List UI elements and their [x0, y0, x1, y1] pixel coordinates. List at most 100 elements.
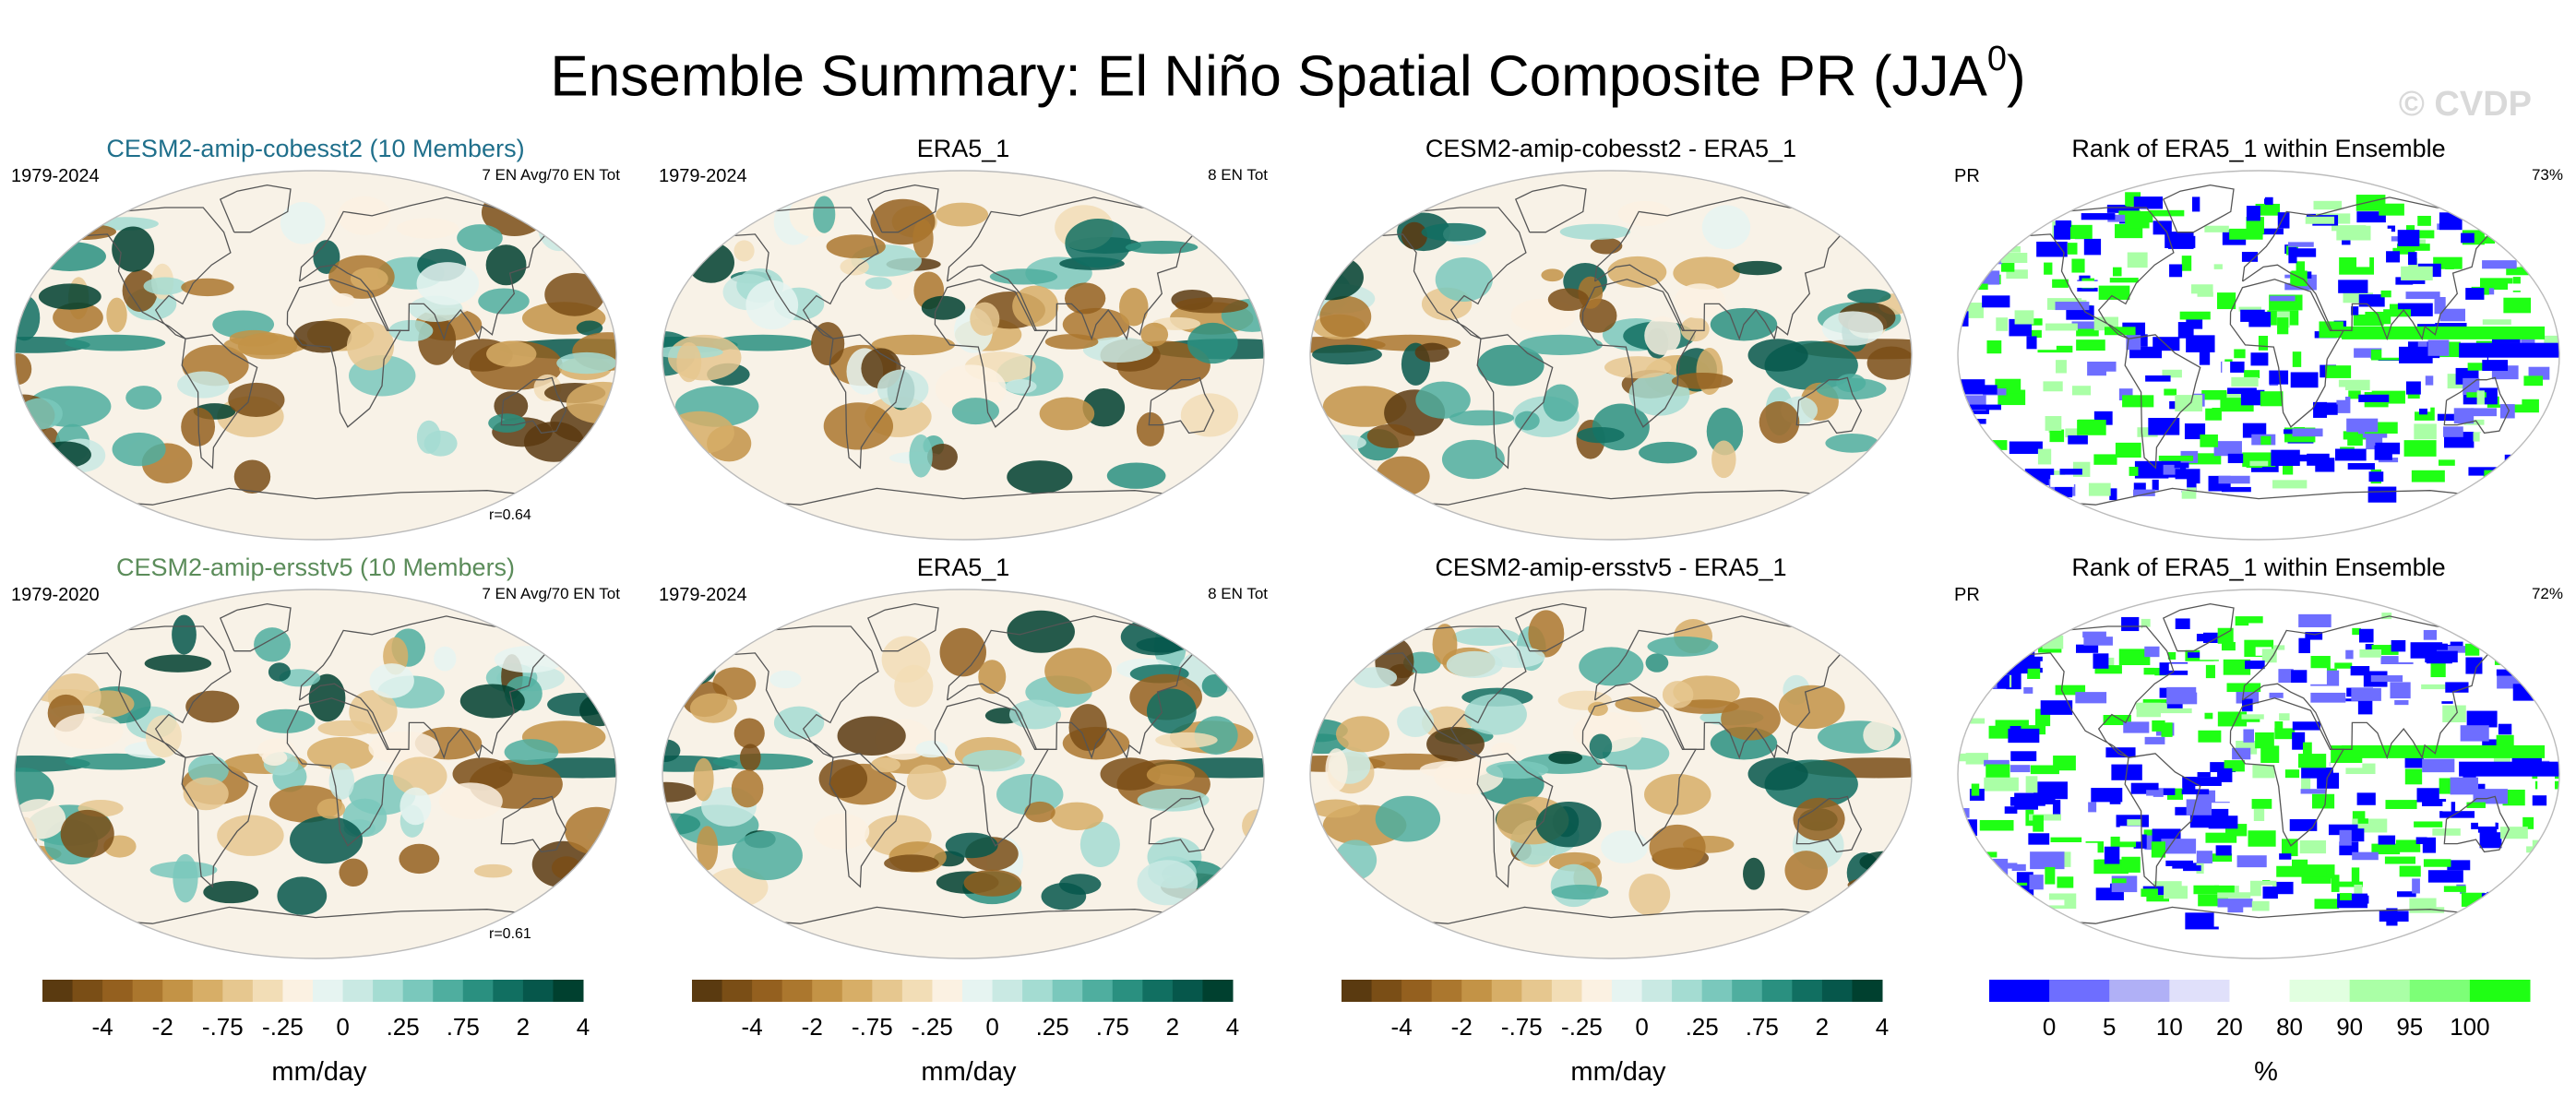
colorbar-rank-percent: 0 5 10 20 80 90 95 100 % — [1989, 978, 2543, 1107]
rank-cell — [2453, 408, 2475, 424]
colorbar-swatch — [342, 980, 374, 1002]
field-blob — [1137, 788, 1210, 812]
rank-cell — [2310, 656, 2331, 671]
rank-cell — [2229, 228, 2263, 240]
colorbar-tick-label: 0 — [1635, 1013, 1648, 1041]
rank-cell — [2050, 837, 2082, 842]
rank-cell — [2368, 471, 2384, 482]
rank-cell — [2432, 828, 2461, 836]
colorbar-tick-label: .25 — [387, 1013, 420, 1041]
colorbar-tick-label: .75 — [447, 1013, 480, 1041]
rank-cell — [2290, 372, 2319, 388]
rank-cell — [2284, 429, 2300, 434]
rank-cell — [2347, 434, 2363, 446]
rank-cell — [2025, 776, 2038, 793]
figure-title-main: Ensemble Summary: El Niño Spatial Compos… — [550, 44, 1987, 109]
rank-cell — [2338, 379, 2370, 390]
rank-cell — [2144, 736, 2165, 744]
rank-cell — [2484, 236, 2496, 244]
map-field — [15, 171, 616, 540]
rank-cell — [2055, 684, 2086, 696]
field-blob — [963, 869, 1022, 897]
rank-cell — [2345, 649, 2354, 660]
field-blob — [1375, 795, 1441, 842]
field-blob — [1793, 797, 1845, 841]
field-blob — [1041, 882, 1087, 911]
rank-cell — [2091, 788, 2123, 803]
rank-cell — [2370, 675, 2403, 683]
field-blob — [478, 288, 530, 315]
rank-cell — [2245, 661, 2265, 670]
coastline-antarctica-edge — [712, 487, 1214, 506]
field-blob — [1155, 732, 1218, 748]
coastline-eurasia — [2241, 196, 2517, 341]
colorbar-swatch — [1112, 980, 1143, 1002]
rank-cell — [2272, 645, 2285, 650]
rank-cell — [2289, 454, 2317, 462]
rank-cell — [2240, 309, 2265, 322]
field-blob — [1847, 876, 1908, 894]
rank-cell — [2537, 775, 2555, 793]
coastline-north-america — [1369, 625, 1527, 758]
rank-cell — [2216, 292, 2236, 310]
rank-cell — [2450, 777, 2479, 795]
rank-cell — [2142, 626, 2165, 635]
field-blob — [939, 627, 986, 677]
rank-cell — [2505, 226, 2522, 232]
rank-cell — [2482, 319, 2511, 325]
colorbar-swatch — [1052, 980, 1083, 1002]
panel-title: CESM2-amip-cobesst2 - ERA5_1 — [1425, 135, 1797, 162]
panel-ersstv5-ensemble: CESM2-amip-ersstv5 (10 Members) 1979-202… — [11, 554, 620, 959]
colorbar-tick-label: 0 — [985, 1013, 998, 1041]
map-border — [1957, 589, 2560, 959]
rank-cell — [1997, 630, 2012, 636]
field-blob — [1617, 200, 1672, 227]
rank-cell — [2186, 799, 2212, 815]
colorbar-mm-day-2: -4 -2 -.75 -.25 0 .25 .75 2 4 mm/day — [692, 978, 1246, 1107]
field-blob — [1589, 733, 1613, 759]
field-blob — [1007, 610, 1075, 653]
rank-cell — [2305, 632, 2323, 640]
field-blob — [261, 749, 288, 767]
field-blob — [308, 673, 346, 722]
rank-cell — [2110, 836, 2137, 848]
rank-cell — [2381, 345, 2403, 358]
colorbar-swatch — [2109, 980, 2170, 1002]
field-blob — [566, 381, 616, 424]
rank-cell — [2298, 613, 2332, 627]
field-blob — [1007, 460, 1073, 494]
rank-cell — [1954, 387, 1955, 392]
rank-cell — [2115, 442, 2141, 458]
field-blob — [181, 278, 234, 297]
field-blob — [1548, 751, 1583, 765]
field-blob — [346, 321, 395, 371]
rank-cell — [2397, 244, 2430, 251]
field-blob — [183, 777, 229, 811]
rank-cell — [2164, 388, 2177, 396]
rank-cell — [2231, 376, 2259, 387]
coastline-greenland — [866, 602, 939, 652]
coastline-antarctica-edge — [1360, 487, 1862, 506]
rank-cell — [2334, 662, 2353, 669]
coastline-south-america — [1476, 753, 1554, 888]
rank-cell — [2436, 891, 2461, 908]
rank-cell — [2165, 860, 2194, 866]
field-blob — [452, 757, 513, 791]
field-blob — [1604, 356, 1672, 379]
rank-cell — [2463, 419, 2485, 425]
panel-years: 1979-2020 — [11, 585, 100, 605]
colorbar-swatch — [2049, 980, 2110, 1002]
map-robinson — [1957, 589, 2560, 959]
colorbar-tick-label: -.25 — [912, 1013, 953, 1041]
field-blob — [416, 262, 480, 305]
rank-cell — [2252, 765, 2275, 779]
field-blob — [1187, 322, 1238, 364]
rank-cell — [2315, 458, 2335, 472]
rank-cell — [2313, 401, 2328, 418]
colorbar-swatch — [462, 980, 494, 1002]
rank-cell — [1965, 753, 1989, 765]
rank-cell — [2163, 886, 2188, 899]
rank-cell — [2487, 487, 2506, 496]
colorbar-label: mm/day — [921, 1057, 1017, 1087]
rank-cell — [2311, 793, 2335, 809]
